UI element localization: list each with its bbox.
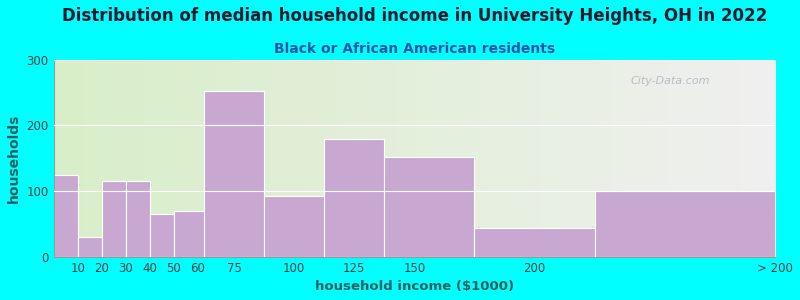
Y-axis label: households: households xyxy=(7,113,21,203)
Bar xyxy=(264,196,324,256)
Bar xyxy=(474,228,594,256)
Bar xyxy=(150,214,174,256)
Bar xyxy=(54,175,78,256)
Bar xyxy=(204,91,264,256)
X-axis label: household income ($1000): household income ($1000) xyxy=(315,280,514,293)
Bar xyxy=(384,157,474,256)
Bar xyxy=(126,181,150,256)
Text: Black or African American residents: Black or African American residents xyxy=(274,42,555,56)
Bar xyxy=(102,181,126,256)
Text: City-Data.com: City-Data.com xyxy=(631,76,710,85)
Title: Distribution of median household income in University Heights, OH in 2022: Distribution of median household income … xyxy=(62,7,767,25)
Bar xyxy=(78,237,102,256)
Bar xyxy=(174,211,204,256)
Bar xyxy=(594,191,775,256)
Bar xyxy=(324,139,384,256)
